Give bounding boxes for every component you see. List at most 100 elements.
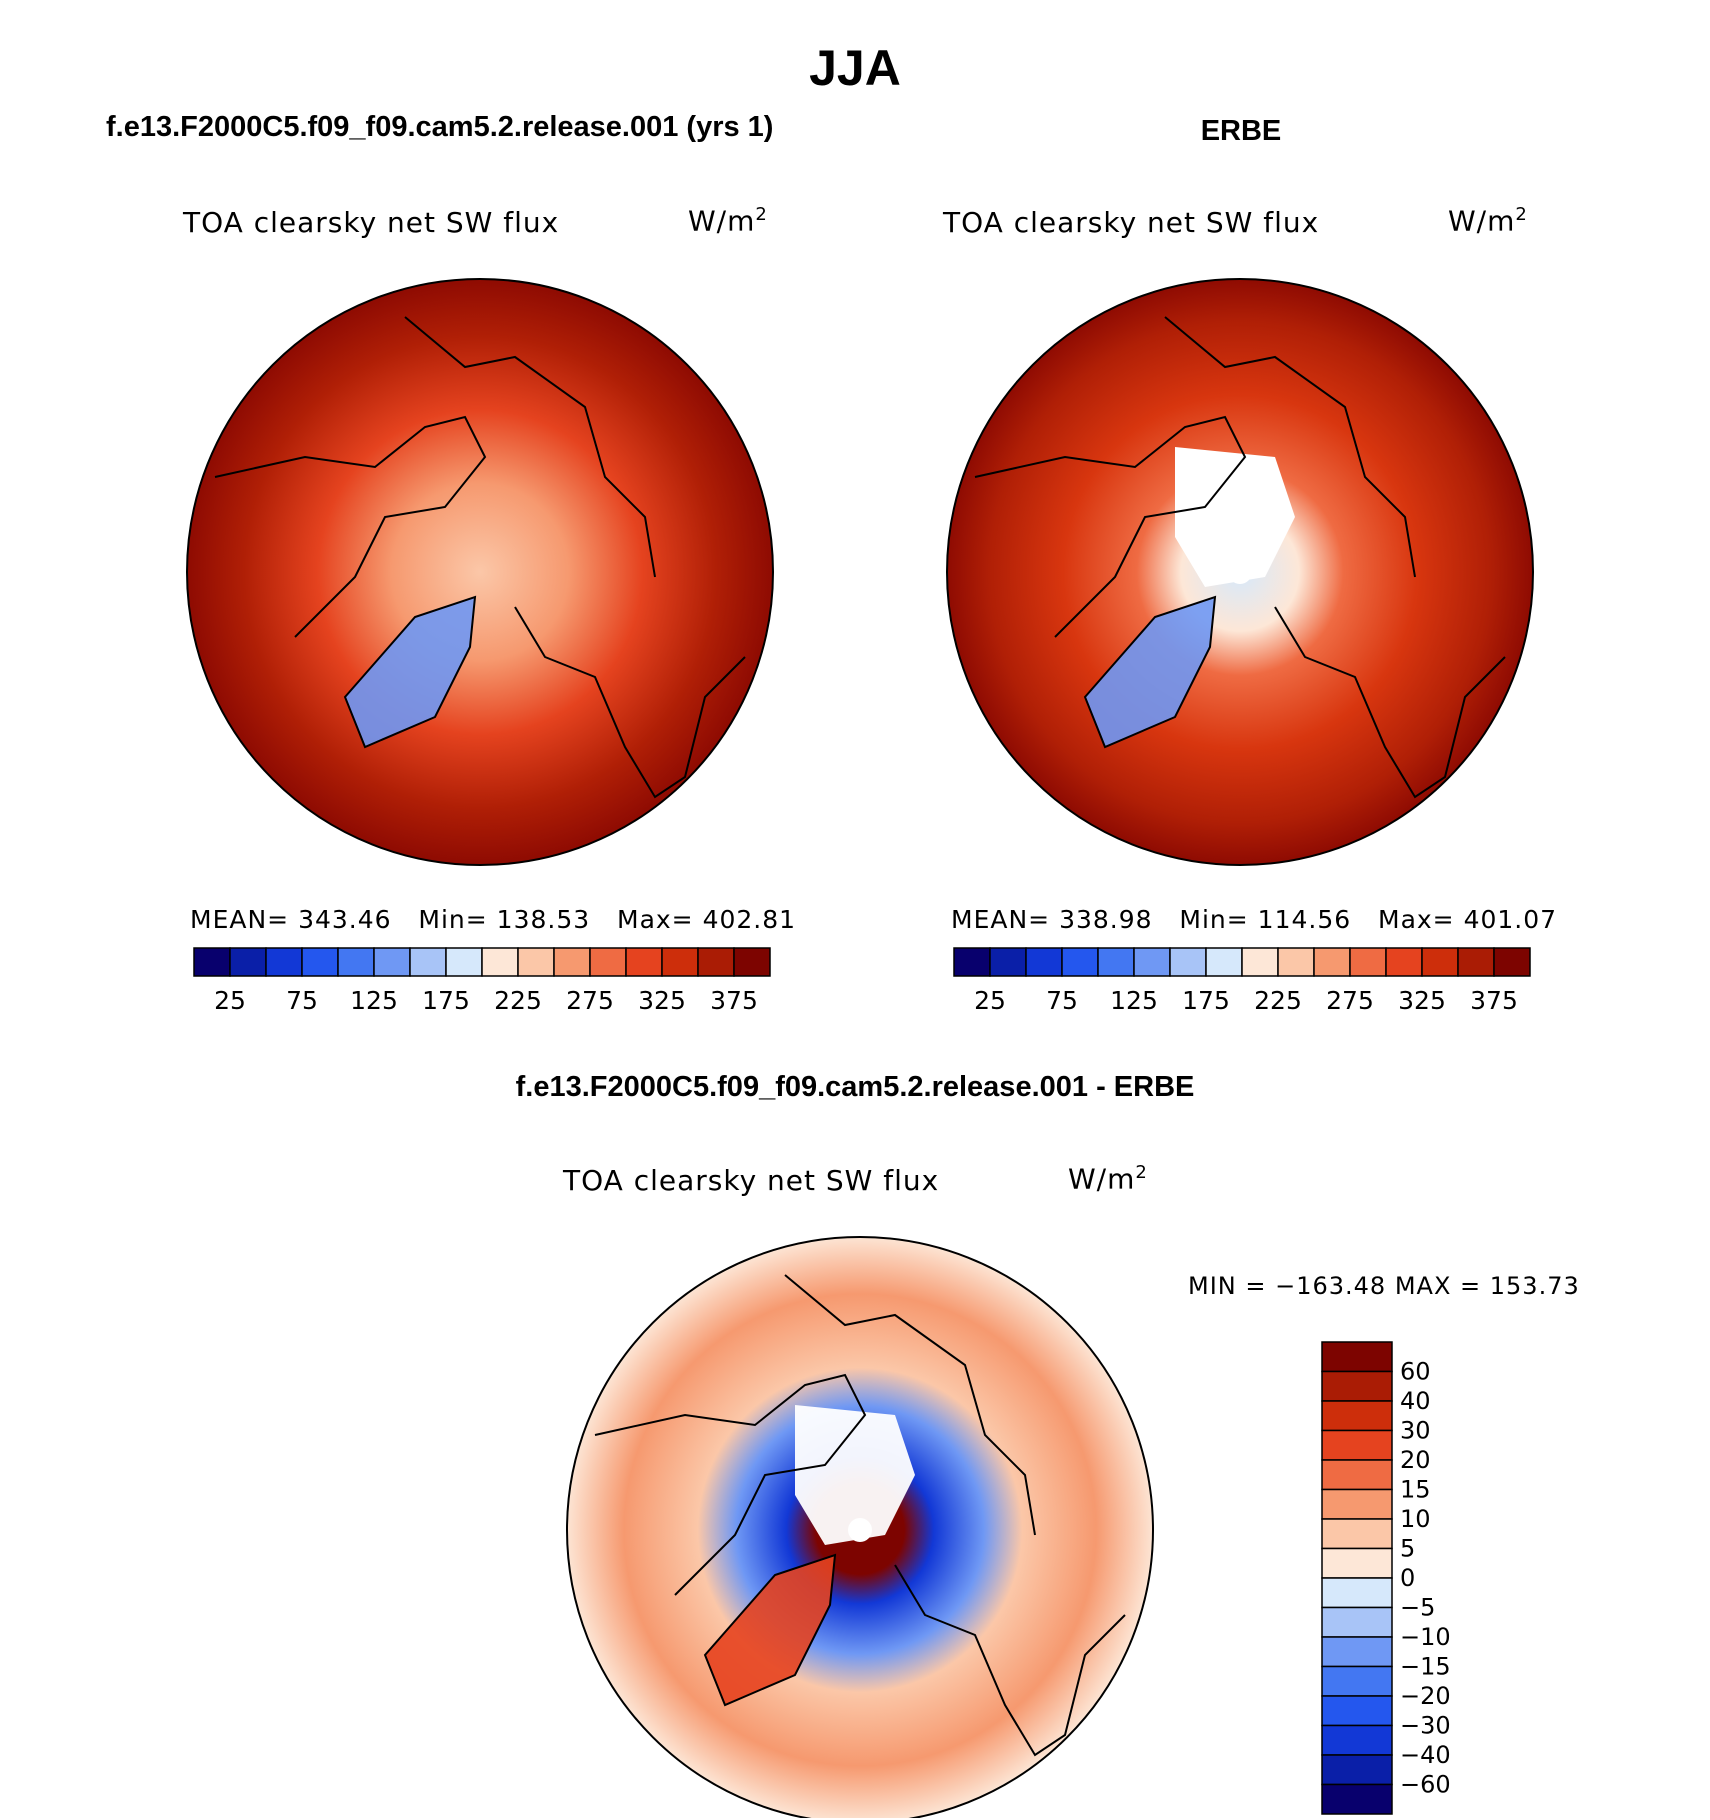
diff-colorbar-swatch xyxy=(1321,1547,1393,1579)
diff-colorbar-swatch xyxy=(1321,1400,1393,1432)
diff-colorbar-swatch xyxy=(1321,1606,1393,1638)
case-colorbar-swatch xyxy=(445,947,483,977)
obs-polar-map xyxy=(946,278,1534,866)
case-max-value: 402.81 xyxy=(702,905,797,934)
obs-max-value: 401.07 xyxy=(1463,905,1558,934)
case-colorbar-tick-label: 75 xyxy=(286,986,318,1015)
case-field-background xyxy=(187,279,773,865)
diff-pole-hole xyxy=(848,1518,872,1542)
diff-colorbar-tick-label: −60 xyxy=(1400,1771,1451,1799)
diff-range-text: MIN = −163.48 MAX = 153.73 xyxy=(1188,1272,1580,1300)
diff-units-exponent: 2 xyxy=(1135,1162,1148,1183)
case-greenland-region xyxy=(345,597,475,747)
obs-mean-label: MEAN= xyxy=(951,905,1051,934)
case-coastline-north-america xyxy=(214,415,487,638)
obs-no-data-region xyxy=(1175,447,1295,587)
diff-greenland-region xyxy=(705,1555,835,1705)
diff-colorbar-swatch xyxy=(1321,1636,1393,1668)
obs-colorbar-swatch xyxy=(1277,947,1315,977)
case-colorbar-swatch xyxy=(301,947,339,977)
obs-colorbar-swatch xyxy=(1025,947,1063,977)
case-map-border xyxy=(186,278,774,866)
obs-colorbar-swatch xyxy=(1421,947,1459,977)
case-polar-map xyxy=(186,278,774,866)
diff-units-text: W/m xyxy=(1068,1162,1136,1196)
case-colorbar-swatch xyxy=(661,947,699,977)
obs-stats-row: MEAN= 338.98 Min= 114.56 Max= 401.07 xyxy=(951,905,1557,934)
obs-units-label: W/m2 xyxy=(1448,204,1528,237)
obs-units-text: W/m xyxy=(1448,204,1516,238)
case-colorbar-tick-label: 325 xyxy=(638,986,686,1015)
diff-polar-map xyxy=(566,1236,1154,1818)
case-units-text: W/m xyxy=(688,204,756,238)
diff-coastline-eurasia xyxy=(894,1564,1126,1757)
case-coastline-eurasia xyxy=(514,606,746,799)
diff-coastline-siberia xyxy=(784,1274,1036,1536)
obs-min-value: 114.56 xyxy=(1257,905,1352,934)
diff-colorbar-swatch xyxy=(1321,1370,1393,1402)
obs-colorbar-swatch xyxy=(1205,947,1243,977)
diff-colorbar-swatch xyxy=(1321,1429,1393,1461)
case-colorbar-swatch xyxy=(193,947,231,977)
diff-colorbar-tick-label: −30 xyxy=(1400,1712,1451,1740)
obs-colorbar-swatch xyxy=(1097,947,1135,977)
obs-greenland-region xyxy=(1085,597,1215,747)
case-colorbar-swatch xyxy=(337,947,375,977)
case-colorbar-swatch xyxy=(409,947,447,977)
diff-variable-label: TOA clearsky net SW flux xyxy=(563,1164,940,1197)
diff-colorbar-tick-label: 15 xyxy=(1400,1476,1431,1504)
obs-colorbar-swatch xyxy=(1493,947,1531,977)
diff-colorbar-tick-label: 0 xyxy=(1400,1564,1415,1592)
obs-coastline-greenland xyxy=(1083,595,1217,749)
case-colorbar-swatch xyxy=(625,947,663,977)
obs-variable-label: TOA clearsky net SW flux xyxy=(943,206,1320,239)
obs-colorbar-swatch xyxy=(989,947,1027,977)
page-title: JJA xyxy=(809,40,901,96)
obs-colorbar-swatch xyxy=(1133,947,1171,977)
case-colorbar-tick-label: 225 xyxy=(494,986,542,1015)
obs-colorbar-tick-label: 75 xyxy=(1046,986,1078,1015)
obs-colorbar-tick-label: 125 xyxy=(1110,986,1158,1015)
case-colorbar-swatch xyxy=(697,947,735,977)
case-stats-row: MEAN= 343.46 Min= 138.53 Max= 402.81 xyxy=(190,905,796,934)
case-panel-heading: f.e13.F2000C5.f09_f09.cam5.2.release.001… xyxy=(106,111,774,143)
case-colorbar-swatch xyxy=(733,947,771,977)
obs-colorbar-swatch xyxy=(1349,947,1387,977)
diff-colorbar-tick-label: −10 xyxy=(1400,1623,1451,1651)
case-colorbar-swatch xyxy=(373,947,411,977)
obs-mean-value: 338.98 xyxy=(1059,905,1153,934)
case-units-exponent: 2 xyxy=(755,204,768,225)
case-min-label: Min= xyxy=(418,905,488,934)
obs-pole-hole xyxy=(1228,560,1252,584)
obs-coastline-north-america xyxy=(974,415,1247,638)
case-coastline-siberia xyxy=(404,316,656,578)
diff-map-border xyxy=(566,1236,1154,1818)
diff-colorbar-swatch xyxy=(1321,1577,1393,1609)
diff-colorbar-swatch xyxy=(1321,1754,1393,1786)
diff-colorbar-tick-label: 20 xyxy=(1400,1446,1431,1474)
obs-colorbar-tick-label: 275 xyxy=(1326,986,1374,1015)
obs-colorbar-swatch xyxy=(1061,947,1099,977)
obs-colorbar-swatch xyxy=(1169,947,1207,977)
case-colorbar-swatch xyxy=(265,947,303,977)
obs-colorbar-tick-label: 175 xyxy=(1182,986,1230,1015)
case-coastline-greenland xyxy=(343,595,477,749)
obs-colorbar-swatch xyxy=(953,947,991,977)
diff-colorbar-tick-label: −20 xyxy=(1400,1682,1451,1710)
case-colorbar-tick-label: 375 xyxy=(710,986,758,1015)
case-colorbar-swatch xyxy=(481,947,519,977)
diff-colorbar-tick-label: 40 xyxy=(1400,1387,1431,1415)
diff-colorbar-swatch xyxy=(1321,1341,1393,1373)
diff-colorbar-tick-label: −5 xyxy=(1400,1594,1435,1622)
case-mean-value: 343.46 xyxy=(298,905,392,934)
obs-units-exponent: 2 xyxy=(1515,204,1528,225)
diff-panel-heading: f.e13.F2000C5.f09_f09.cam5.2.release.001… xyxy=(515,1071,1195,1103)
diff-colorbar-tick-label: 60 xyxy=(1400,1358,1431,1386)
diff-units-label: W/m2 xyxy=(1068,1162,1148,1195)
case-colorbar-swatch xyxy=(229,947,267,977)
diff-colorbar-swatch xyxy=(1321,1783,1393,1815)
case-colorbar-swatch xyxy=(553,947,591,977)
diff-colorbar-swatch xyxy=(1321,1724,1393,1756)
obs-coastline-eurasia xyxy=(1274,606,1506,799)
